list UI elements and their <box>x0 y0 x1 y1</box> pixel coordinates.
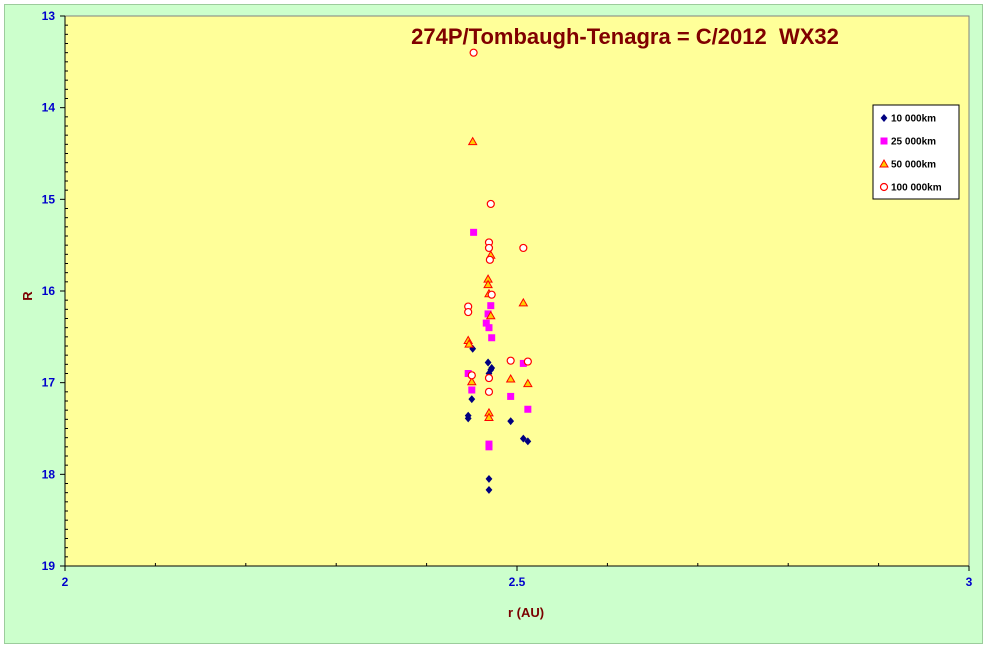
point-10000km <box>485 474 493 483</box>
chart-title: 274P/Tombaugh-Tenagra = C/2012 WX32 <box>411 24 839 49</box>
point-10000km <box>464 414 472 423</box>
y-tick-label: 17 <box>42 376 56 390</box>
point-100000km <box>486 199 495 209</box>
point-10000km <box>485 485 493 494</box>
legend-label-10000km: 10 000km <box>891 114 936 125</box>
y-tick-label: 13 <box>42 9 56 23</box>
point-25000km <box>487 302 495 310</box>
x-tick-label: 3 <box>966 575 973 589</box>
point-100000km <box>523 357 532 366</box>
point-100000km <box>467 371 476 380</box>
point-10000km <box>488 364 496 372</box>
point-10000km <box>524 437 532 446</box>
y-tick-label: 19 <box>42 559 56 573</box>
legend-marker-50000km <box>879 158 889 168</box>
y-axis-title: R <box>20 291 35 301</box>
point-50000km <box>466 376 477 386</box>
point-50000km <box>484 412 494 421</box>
x-axis-title: r (AU) <box>508 605 544 620</box>
point-50000km <box>518 297 529 307</box>
point-50000km <box>485 310 496 320</box>
point-25000km <box>468 386 476 394</box>
legend-box <box>872 104 960 200</box>
legend-marker-100000km <box>879 182 889 192</box>
y-tick-label: 15 <box>42 192 56 206</box>
point-10000km <box>519 434 527 443</box>
y-axis-ticks: 13 14 15 16 17 18 19 <box>42 9 68 573</box>
point-50000km <box>483 279 493 289</box>
point-25000km <box>485 443 493 451</box>
point-25000km <box>470 228 478 236</box>
point-100000km <box>464 307 473 317</box>
point-10000km <box>484 358 492 367</box>
point-25000km <box>524 405 532 413</box>
point-25000km <box>519 359 527 367</box>
legend: 10 000km 25 000km 50 000km 100 000km <box>872 104 960 200</box>
series-100000km <box>464 48 532 396</box>
point-50000km <box>522 378 533 388</box>
x-tick-label: 2.5 <box>509 575 526 589</box>
point-100000km <box>469 48 478 57</box>
point-25000km <box>482 319 490 327</box>
point-10000km <box>468 395 476 404</box>
point-50000km <box>467 136 478 146</box>
plot-area <box>64 15 970 567</box>
x-tick-label: 2 <box>62 575 69 589</box>
legend-marker-25000km <box>880 137 888 145</box>
point-25000km <box>485 324 493 332</box>
point-100000km <box>484 243 494 253</box>
legend-label-50000km: 50 000km <box>891 160 936 171</box>
y-tick-label: 18 <box>42 467 56 481</box>
legend-label-25000km: 25 000km <box>891 137 936 148</box>
point-100000km <box>487 290 496 299</box>
y-tick-label: 14 <box>42 101 56 115</box>
legend-marker-10000km <box>880 114 888 122</box>
y-tick-label: 16 <box>42 284 56 298</box>
point-25000km <box>484 310 492 318</box>
data-points <box>463 48 533 494</box>
point-50000km <box>464 339 474 348</box>
x-axis-ticks: 2 2.5 3 <box>62 563 973 589</box>
point-25000km <box>488 334 496 342</box>
point-100000km <box>484 387 494 396</box>
point-100000km <box>484 373 494 383</box>
series-10000km <box>464 344 532 494</box>
point-100000km <box>506 356 515 365</box>
point-100000km <box>519 243 528 253</box>
point-10000km <box>507 417 515 426</box>
point-100000km <box>485 255 494 264</box>
point-50000km <box>505 373 516 383</box>
point-25000km <box>507 392 515 400</box>
legend-label-100000km: 100 000km <box>891 183 942 194</box>
